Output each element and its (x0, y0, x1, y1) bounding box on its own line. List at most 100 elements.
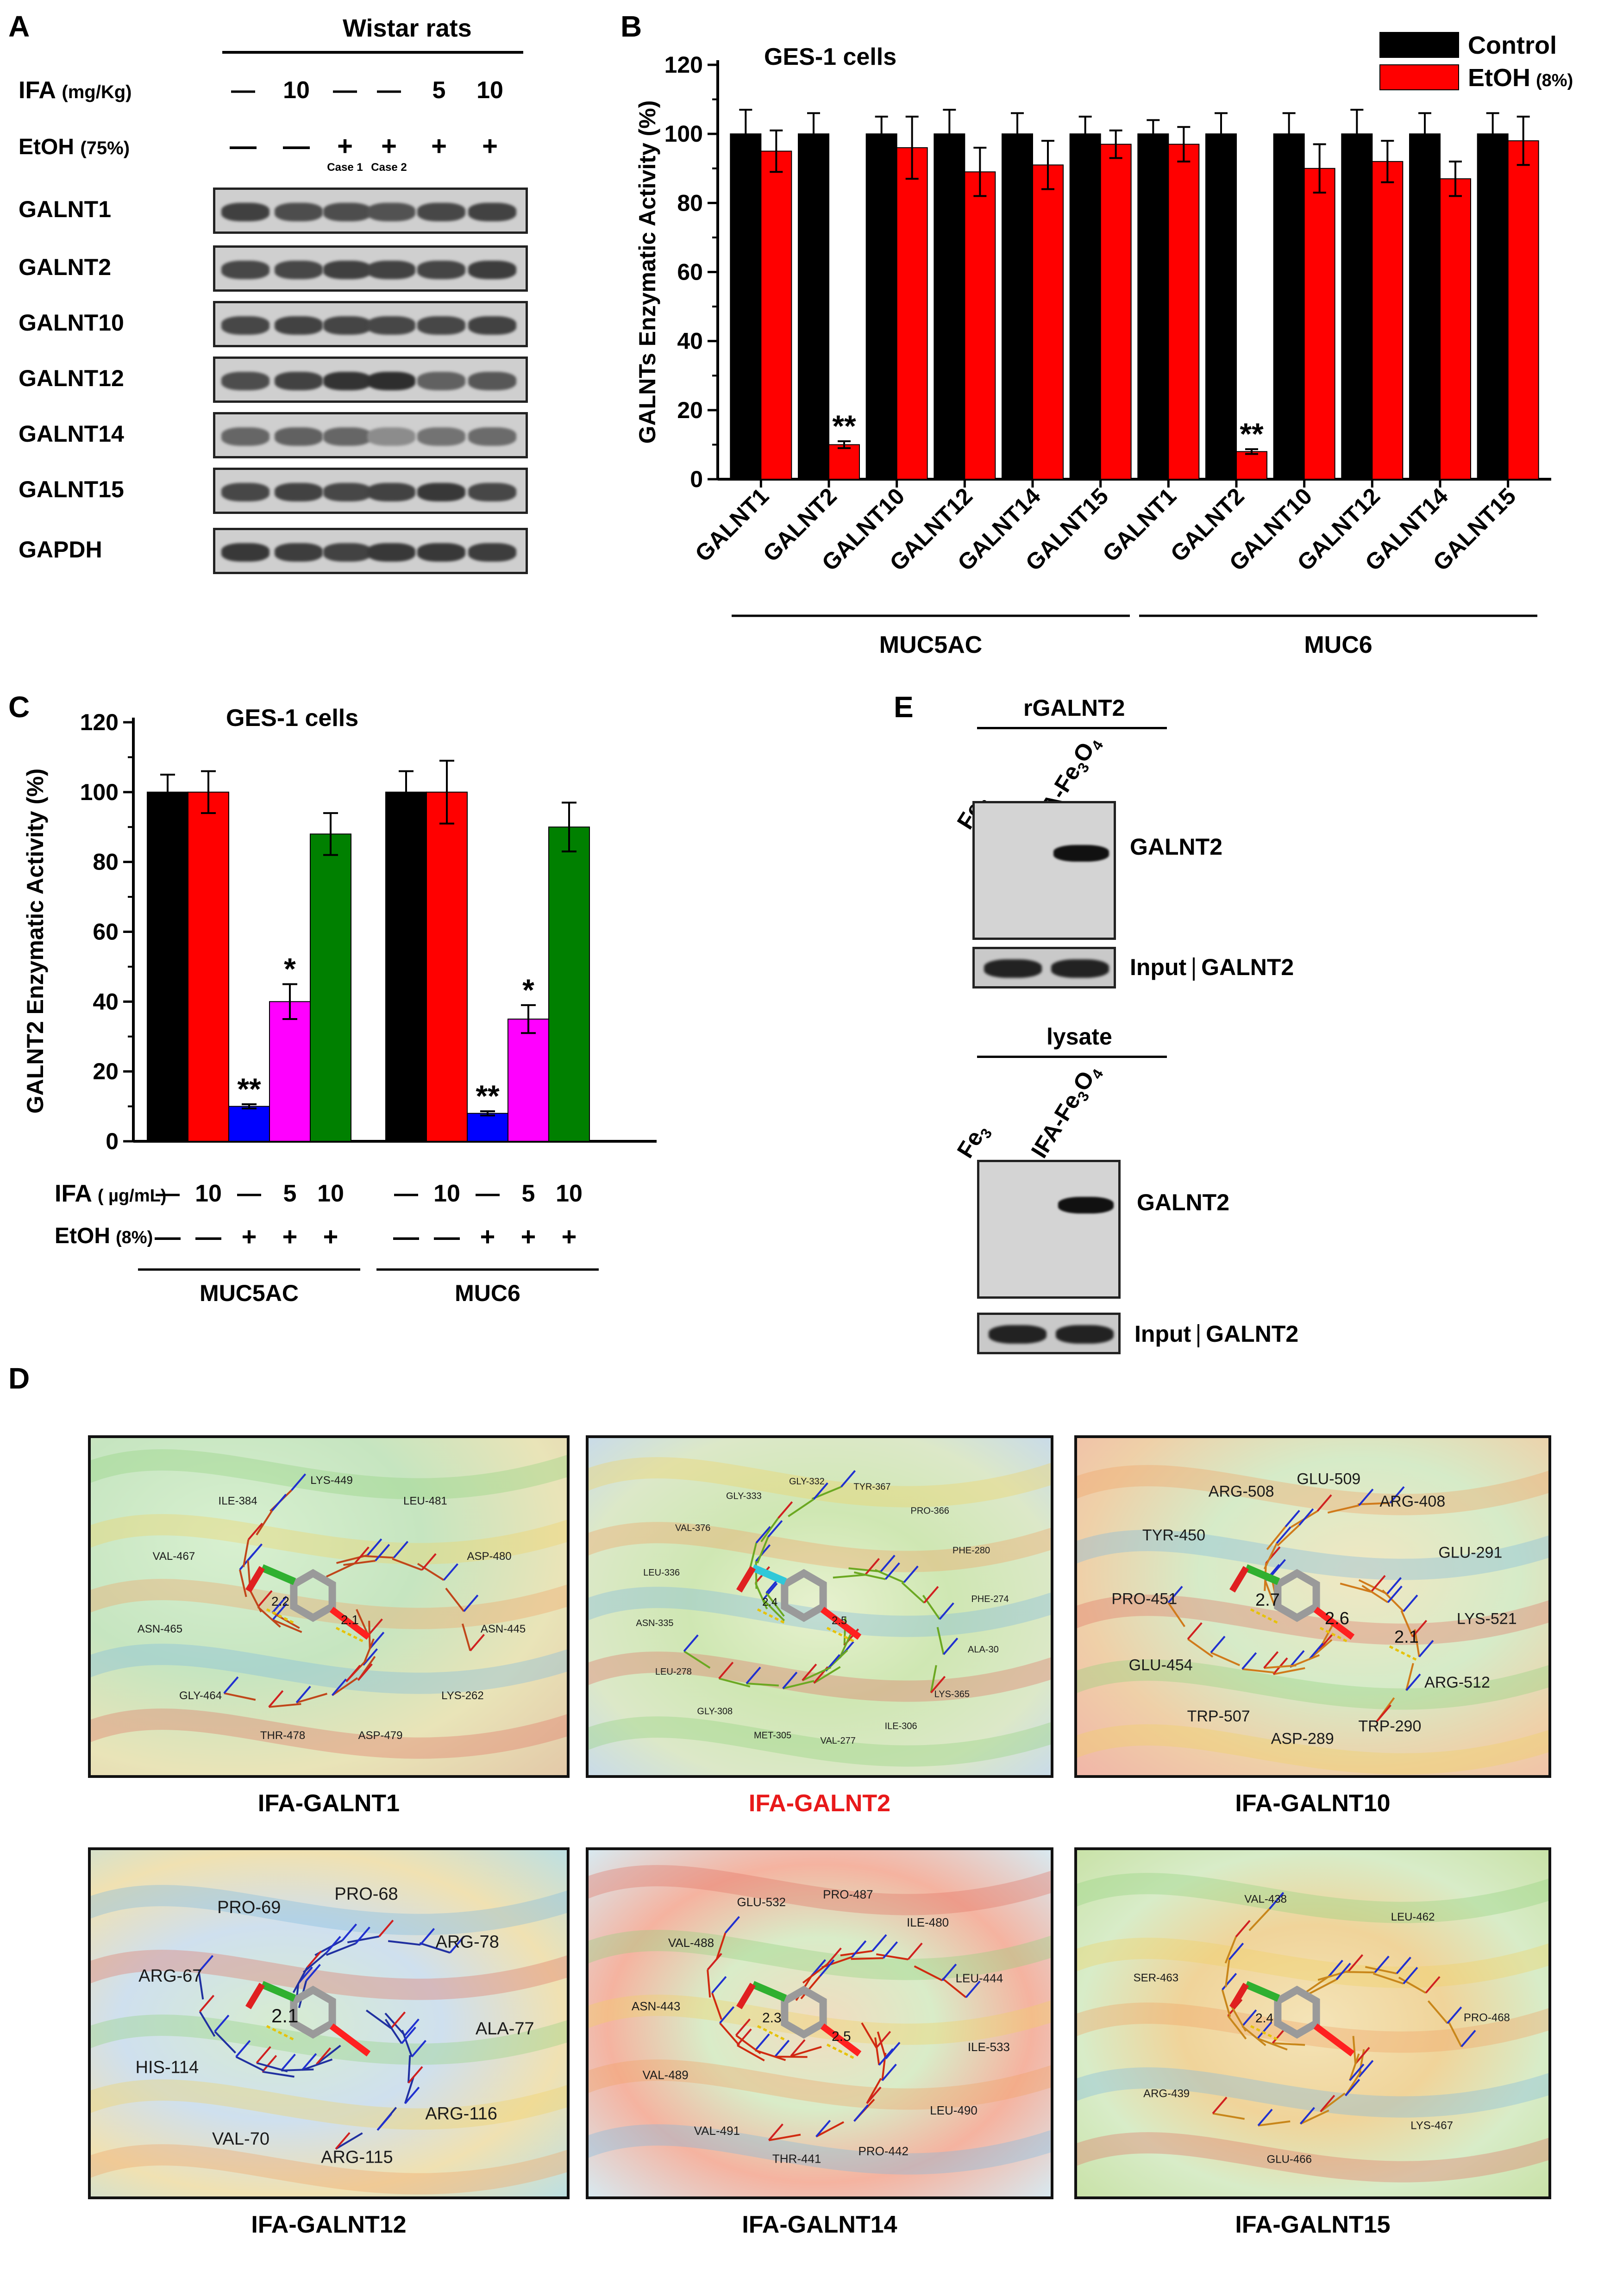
residue-stick (301, 2053, 317, 2071)
chart-b-bar (760, 150, 792, 480)
panel-e-input-target: GALNT2 (1206, 1321, 1299, 1347)
chart-c-etoh-value: — (155, 1222, 181, 1251)
protein-ribbon (91, 1950, 567, 2000)
residue-label: ALA-77 (476, 2019, 534, 2039)
hbond-line (826, 2043, 856, 2060)
residue-stick (345, 1664, 361, 1683)
hbond-distance: 2.4 (1255, 2011, 1273, 2025)
residue-stick (777, 1501, 793, 1519)
chart-c-etoh-unit: (8%) (116, 1228, 153, 1247)
residue-stick (1167, 1602, 1185, 1627)
residue-stick (326, 1562, 356, 1578)
residue-stick (242, 1539, 250, 1567)
residue-stick (1347, 1954, 1364, 1972)
protein-ribbon (91, 1644, 567, 1694)
residue-stick (1258, 2120, 1291, 2127)
residue-stick (1418, 1640, 1434, 1658)
chart-b-bar (1303, 168, 1335, 480)
docking-view-1: 2.2 2.1 LYS-449 LEU-481 ASP-480 ASN-445 LYS-26… (88, 1435, 570, 1778)
residue-stick (1303, 1976, 1329, 1995)
residue-stick (295, 1686, 311, 1703)
blot-band (275, 372, 323, 390)
residue-label: GLU-466 (1267, 2153, 1312, 2165)
residue-stick (839, 1632, 853, 1658)
residue-stick (876, 2031, 891, 2049)
residue-stick (1300, 2109, 1329, 2125)
chart-b-bar (1069, 133, 1101, 480)
residue-stick (1222, 1973, 1237, 1990)
residue-stick (1387, 1585, 1403, 1603)
residue-label: PRO-487 (823, 1888, 873, 1902)
ligand-ring (1274, 1569, 1320, 1622)
residue-stick (1277, 1524, 1300, 1546)
ligand-bond (1229, 1566, 1249, 1593)
chart-c-bar (426, 791, 468, 1142)
panel-a-case-label: Case 1 (327, 161, 363, 174)
ligand-ring (781, 1569, 827, 1622)
blot-band (468, 203, 516, 221)
hbond-line (1319, 1627, 1349, 1643)
residue-label: ARG-116 (425, 2104, 497, 2124)
residue-stick (1257, 2037, 1288, 2051)
chart-b-y-tick-label: 100 (664, 121, 703, 147)
chart-b-legend-name: Control (1468, 31, 1557, 59)
residue-stick (755, 2049, 786, 2061)
residue-label: ILE-480 (907, 1915, 949, 1929)
blot-band (221, 483, 269, 501)
residue-stick (1289, 1650, 1305, 1668)
chart-c-group-label: MUC6 (455, 1280, 520, 1306)
docking-view-5: 2.3 2.5 LEU-444 ILE-533 LEU-490 PRO-442 THR-44… (586, 1847, 1053, 2199)
chart-c-etoh-value: + (242, 1222, 257, 1251)
panel-e-band (1053, 845, 1109, 862)
residue-stick (833, 1574, 865, 1579)
residue-stick (1225, 1959, 1230, 1988)
hbond-distance: 2.2 (271, 1594, 289, 1608)
residue-stick (239, 1569, 247, 1597)
chart-b-x-tick-label: GALNT1 (690, 483, 774, 567)
residue-label: GLU-454 (1129, 1657, 1193, 1674)
protein-ribbon (589, 2059, 1051, 2110)
residue-stick (1352, 2036, 1357, 2064)
chart-c-bar (385, 791, 427, 1142)
residue-stick (939, 1602, 954, 1620)
residue-stick (1227, 2015, 1247, 2039)
residue-stick (1241, 2009, 1257, 2027)
residue-stick (707, 1953, 722, 1971)
chart-b-legend-suffix: (8%) (1536, 71, 1573, 90)
panel-a-etoh-label: EtOH (19, 135, 74, 159)
docking-svg: 2.4 PRO-468 LYS-467 GLU-466 ARG-439 SER-463 VA… (1077, 1873, 1548, 2183)
docking-caption: IFA-GALNT12 (251, 2211, 407, 2238)
residue-stick (735, 2034, 761, 2054)
residue-stick (316, 2045, 341, 2065)
chart-c-significance: * (522, 973, 534, 1007)
protein-ribbon (91, 2144, 567, 2195)
residue-stick (1358, 1489, 1374, 1506)
residue-stick (840, 1470, 856, 1488)
residue-stick (765, 1592, 785, 1617)
residue-stick (384, 2019, 402, 2044)
residue-stick (411, 2039, 426, 2058)
residue-stick (461, 1623, 471, 1651)
chart-b-y-tick-label: 120 (664, 52, 703, 78)
blot-band (367, 203, 415, 221)
residue-label: ARG-508 (1209, 1483, 1274, 1500)
residue-stick (861, 2022, 877, 2048)
docking-view-2: 2.4 2.5 TYR-367 PRO-366 PHE-280 PHE-274 ALA-30… (586, 1435, 1053, 1778)
residue-label: LYS-365 (934, 1689, 970, 1700)
residue-label: PRO-69 (217, 1898, 281, 1917)
residue-label: PRO-68 (334, 1884, 398, 1904)
residue-label: ARG-408 (1380, 1493, 1446, 1510)
hbond-line (826, 1627, 856, 1643)
blot-band (417, 203, 465, 221)
residue-stick (1320, 2092, 1346, 2113)
residue-stick (760, 1517, 779, 1543)
residue-label: TRP-507 (1187, 1708, 1250, 1725)
chart-b-bar (1137, 133, 1169, 480)
chart-b-bar (1507, 140, 1539, 480)
residue-stick (802, 1666, 832, 1682)
residue-stick (401, 2027, 416, 2044)
blot-band (417, 427, 465, 446)
residue-stick (356, 1609, 370, 1636)
panel-a-etoh-unit: (75%) (80, 138, 130, 158)
